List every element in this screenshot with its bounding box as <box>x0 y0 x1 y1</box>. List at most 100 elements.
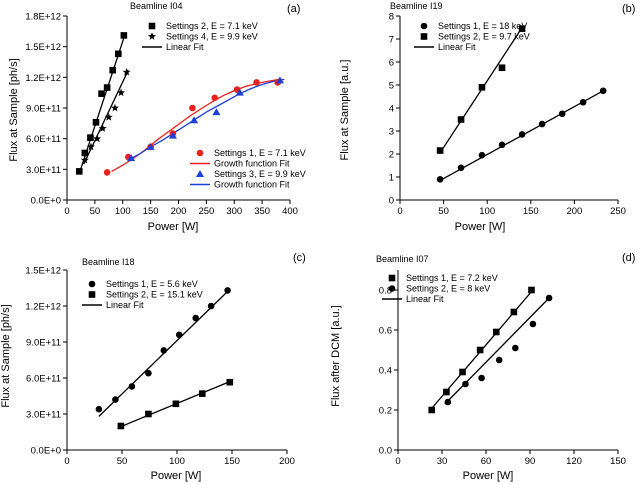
x-tick-label: 60 <box>481 456 492 467</box>
x-tick-label: 200 <box>171 206 187 217</box>
data-point <box>87 142 95 151</box>
data-point <box>478 151 486 159</box>
data-point <box>529 320 537 328</box>
data-point <box>189 104 196 112</box>
data-point <box>190 116 199 124</box>
panel-d-title: Beamline I07 <box>376 254 429 264</box>
x-tick-label: 100 <box>169 456 185 467</box>
data-point <box>120 32 128 39</box>
x-tick-label: 200 <box>279 456 295 467</box>
y-tick-label: 0.2 <box>379 406 392 417</box>
x-tick-label: 50 <box>117 456 128 467</box>
y-tick-label: 0.0E+0 <box>31 196 61 207</box>
data-point <box>224 287 231 294</box>
data-point <box>114 50 122 58</box>
data-point <box>103 169 111 176</box>
data-point <box>476 346 484 354</box>
data-point <box>492 328 500 336</box>
y-tick-label: 9.0E+11 <box>26 104 61 115</box>
data-point <box>495 356 503 364</box>
data-point <box>75 168 83 175</box>
y-tick-label: 3.0E+11 <box>26 410 61 421</box>
legend-entry: Growth function Fit <box>214 180 290 190</box>
x-tick-label: 350 <box>254 206 270 217</box>
legend-marker <box>196 149 204 157</box>
y-tick-label: 1.8E+12 <box>25 12 61 23</box>
legend-marker <box>388 274 396 282</box>
y-tick-label: 4 <box>389 104 394 115</box>
panel-c-chart: (c) Beamline I18 Power [W] Flux at Sampl… <box>0 252 306 482</box>
x-tick-label: 300 <box>226 206 242 217</box>
data-point <box>226 378 234 386</box>
data-point <box>104 113 113 121</box>
data-point <box>145 410 152 418</box>
data-point <box>175 331 183 339</box>
data-point <box>92 119 100 126</box>
data-point <box>599 87 607 95</box>
y-tick-label: 0.6 <box>379 326 392 337</box>
legend-marker <box>148 22 156 30</box>
data-point <box>212 108 221 116</box>
data-point <box>518 131 526 138</box>
panel-d-chart: (d) Beamline I07 Power [W] Flux after DC… <box>330 252 635 482</box>
x-tick-label: 0 <box>395 456 400 467</box>
x-tick-label: 50 <box>438 206 449 217</box>
data-point <box>436 176 444 183</box>
data-point <box>145 369 152 377</box>
data-point <box>128 383 136 390</box>
x-tick-label: 150 <box>143 206 159 217</box>
data-point <box>172 400 180 408</box>
x-tick-label: 250 <box>198 206 214 217</box>
panel-a-ylabel: Flux at Sample [ph/s] <box>8 58 20 161</box>
legend-entry: Settings 2, E = 8 keV <box>406 284 490 294</box>
x-tick-label: 0 <box>397 206 402 217</box>
panel-a-chart: (a) Beamline I04 Power [W] Flux at Sampl… <box>8 1 306 233</box>
panel-b-chart: (b) Beamline I19 Power [W] Flux at Sampl… <box>339 1 635 233</box>
data-point <box>498 141 506 149</box>
data-point <box>558 110 566 118</box>
legend-marker <box>196 170 204 177</box>
data-point <box>528 286 535 294</box>
y-tick-label: 1.5E+12 <box>25 266 61 277</box>
axis-frame <box>399 16 618 201</box>
y-tick-label: 3.0E+11 <box>26 165 61 176</box>
data-point <box>579 98 587 106</box>
panel-d-ylabel: Flux after DCM [a.u.] <box>330 305 342 406</box>
panel-a-xlabel: Power [W] <box>148 221 199 233</box>
y-tick-label: 0.0E+0 <box>31 446 61 457</box>
x-tick-label: 200 <box>566 206 582 217</box>
x-tick-label: 400 <box>282 206 298 217</box>
data-point <box>211 94 219 102</box>
data-point <box>478 374 485 382</box>
data-point <box>109 66 117 74</box>
y-tick-label: 9.0E+11 <box>26 338 61 349</box>
data-point <box>103 84 111 91</box>
panel-c-xlabel: Power [W] <box>151 470 202 482</box>
legend-entry: Settings 2, E = 9.7 keV <box>438 32 530 42</box>
legend-marker <box>388 285 396 292</box>
data-point <box>275 76 284 84</box>
panel-a-label: (a) <box>287 3 300 15</box>
legend-marker <box>420 22 428 30</box>
panel-c-label: (c) <box>293 252 306 264</box>
x-tick-label: 100 <box>479 206 495 217</box>
legend-entry: Settings 1, E = 5.6 keV <box>106 279 198 289</box>
legend-entry: Linear Fit <box>166 42 204 52</box>
data-point <box>436 147 444 154</box>
fit-line <box>127 78 285 161</box>
legend-entry: Growth function Fit <box>214 159 290 169</box>
legend-marker <box>88 280 96 288</box>
data-point <box>444 398 452 406</box>
y-tick-label: 2 <box>389 150 394 161</box>
data-point <box>81 149 89 157</box>
panel-b-xlabel: Power [W] <box>455 221 506 233</box>
data-point <box>235 88 244 96</box>
panel-c-title: Beamline I18 <box>82 257 135 267</box>
data-point <box>98 90 105 97</box>
y-tick-label: 1.2E+12 <box>25 73 61 84</box>
data-point <box>87 134 94 141</box>
data-point <box>512 344 519 352</box>
y-tick-label: 1.2E+12 <box>25 302 61 313</box>
data-point <box>498 64 506 72</box>
